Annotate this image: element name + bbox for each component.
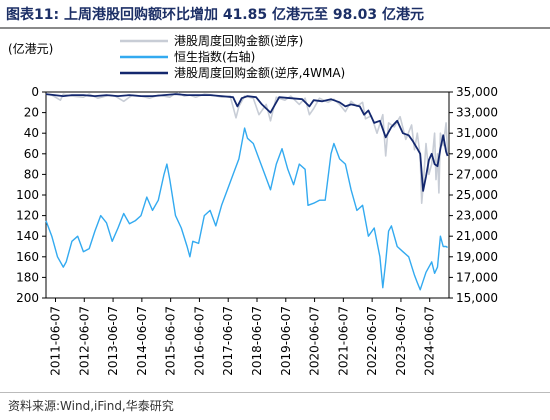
x-tick-label: 2018-06-07 <box>250 306 264 376</box>
right-tick-label: 23,000 <box>456 209 498 223</box>
x-tick-label: 2013-06-07 <box>106 306 120 376</box>
tick-labels: 0 20 40 60 80 100 120 140 160 180 200 35,000 33,000 3… <box>16 85 498 376</box>
left-tick-label: 80 <box>24 167 39 181</box>
right-tick-label: 19,000 <box>456 250 498 264</box>
legend: 港股周度回购金额(逆序)恒生指数(右轴)港股周度回购金额(逆序,4WMA) <box>120 33 345 80</box>
series-layer <box>45 92 449 291</box>
x-tick-label: 2020-06-07 <box>308 306 322 376</box>
left-tick-label: 20 <box>24 106 39 120</box>
x-tick-label: 2016-06-07 <box>192 306 206 376</box>
left-tick-label: 160 <box>16 250 39 264</box>
x-tick-label: 2015-06-07 <box>164 306 178 376</box>
x-tick-label: 2014-06-07 <box>135 306 149 376</box>
source-note: 资料来源:Wind,iFind,华泰研究 <box>8 399 174 413</box>
right-tick-label: 15,000 <box>456 291 498 305</box>
legend-label: 港股周度回购金额(逆序) <box>174 33 303 48</box>
right-tick-label: 27,000 <box>456 167 498 181</box>
left-tick-label: 200 <box>16 291 39 305</box>
x-tick-label: 2023-06-07 <box>394 306 408 376</box>
left-tick-label: 40 <box>24 126 39 140</box>
hang-seng-index-line <box>45 127 448 291</box>
source-divider <box>0 392 550 393</box>
x-tick-label: 2022-06-07 <box>365 306 379 376</box>
left-tick-label: 100 <box>16 188 39 202</box>
right-tick-label: 35,000 <box>456 85 498 99</box>
x-tick-label: 2019-06-07 <box>279 306 293 376</box>
right-tick-label: 31,000 <box>456 126 498 140</box>
x-tick-label: 2011-06-07 <box>48 306 62 376</box>
x-tick-label: 2021-06-07 <box>336 306 350 376</box>
x-tick-label: 2017-06-07 <box>221 306 235 376</box>
legend-label: 港股周度回购金额(逆序,4WMA) <box>174 65 345 80</box>
right-tick-label: 21,000 <box>456 229 498 243</box>
buyback-4wma-line <box>45 93 449 192</box>
weekly-buyback-line <box>45 92 449 204</box>
left-axis-unit: (亿港元) <box>8 42 54 56</box>
right-tick-label: 25,000 <box>456 188 498 202</box>
left-tick-label: 60 <box>24 147 39 161</box>
left-tick-label: 0 <box>31 85 39 99</box>
left-tick-label: 120 <box>16 209 39 223</box>
left-tick-label: 180 <box>16 270 39 284</box>
chart-title: 图表11: 上周港股回购额环比增加 41.85 亿港元至 98.03 亿港元 <box>6 7 425 23</box>
right-tick-label: 29,000 <box>456 147 498 161</box>
legend-label: 恒生指数(右轴) <box>174 49 255 64</box>
title-divider <box>0 27 550 29</box>
x-tick-label: 2012-06-07 <box>77 306 91 376</box>
left-tick-label: 140 <box>16 229 39 243</box>
right-tick-label: 17,000 <box>456 270 498 284</box>
x-tick-label: 2024-06-07 <box>423 306 437 376</box>
right-tick-label: 33,000 <box>456 106 498 120</box>
